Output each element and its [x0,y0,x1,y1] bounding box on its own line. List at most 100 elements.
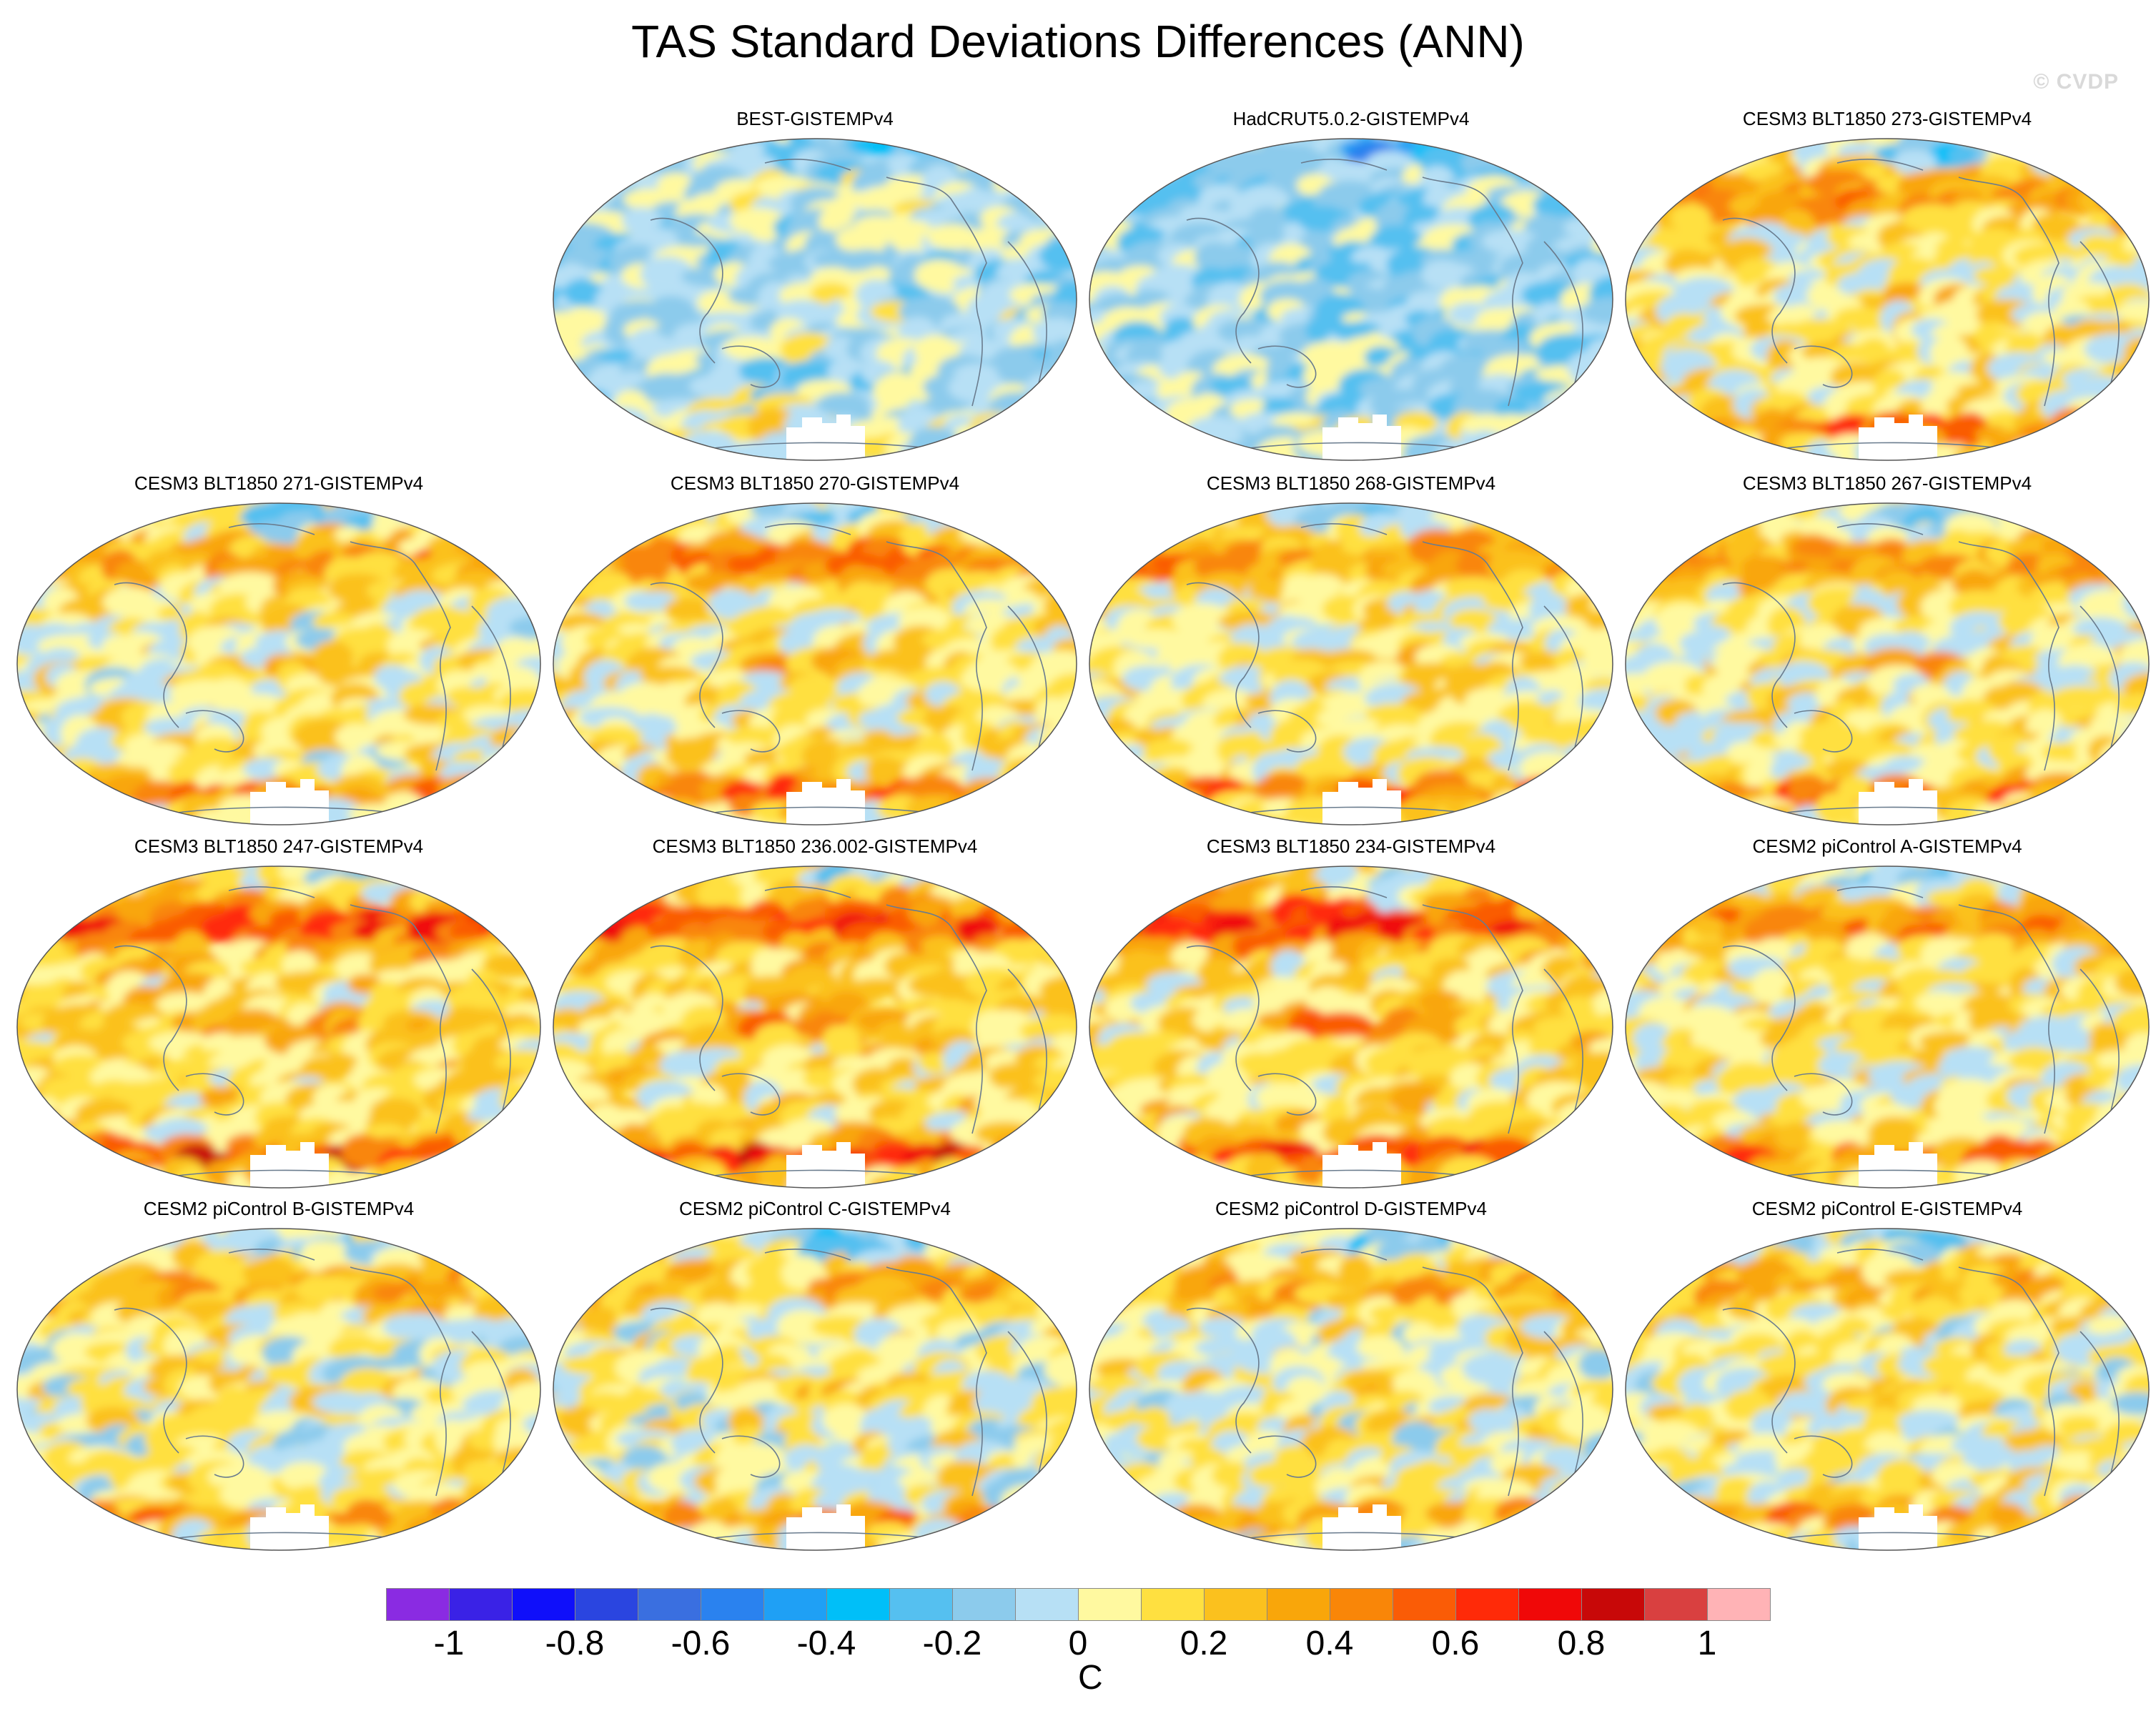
field-cell [2097,139,2137,148]
coastline [1186,582,1260,728]
field-cell [2107,541,2149,567]
field-cell [633,866,698,888]
field-cell [1109,147,1151,178]
field-cell [498,1166,540,1188]
field-cell [553,1148,600,1169]
field-cell [31,770,71,804]
coastline [228,886,315,898]
map-border [1625,138,2150,461]
field-cell [511,539,540,563]
field-cell [1661,162,1711,186]
field-cell [1026,503,1077,505]
field-cell [1030,770,1077,791]
field-cell [498,866,540,889]
field-cell [953,798,1011,825]
field-cell [969,866,1008,898]
field-cell [1121,804,1157,825]
field-cell [1715,803,1763,825]
field-cell [17,1122,44,1151]
field-cell [1004,1131,1059,1162]
field-cell [1089,769,1114,800]
field-cell [2030,503,2074,534]
field-cell [585,866,628,896]
field-cell [1089,791,1129,811]
field-cell [1132,139,1190,158]
map-field [1625,138,2150,461]
field-cell [1109,171,1149,202]
map-panel: CESM3 BLT1850 247-GISTEMPv4 [14,835,543,1199]
field-cell [1541,866,1594,894]
field-cell [81,503,130,505]
field-cell [62,510,125,532]
field-cell [2014,499,2065,500]
field-cell [498,503,540,522]
field-cell [1721,503,1765,520]
field-cell [1656,144,1698,169]
field-cell [1027,172,1063,202]
field-cell [17,866,54,903]
field-cell [1091,904,1135,942]
field-cell [474,1119,528,1149]
field-cell [72,866,112,874]
field-cell [2040,390,2092,422]
coastline [1422,177,1523,407]
field-cell [1626,754,1681,790]
field-cell [1559,174,1613,200]
field-cell [17,505,36,539]
coastline [1794,710,1853,753]
field-cell [1626,139,1681,166]
field-cell [1626,551,1659,586]
field-cell [382,866,433,883]
field-cell [1166,866,1220,875]
field-cell [1152,503,1215,508]
field-cell [1041,172,1077,194]
field-cell [1132,139,1176,168]
coastline [650,217,723,364]
field-cell [520,1119,540,1148]
field-cell [480,866,524,882]
field-cell [17,1160,56,1188]
field-cell [1039,413,1077,440]
field-cell [1667,503,1706,510]
field-cell [524,1146,540,1169]
field-cell [553,426,596,458]
field-cell [997,901,1032,924]
field-cell [493,535,540,569]
field-cell [676,503,731,514]
field-cell [1582,503,1613,533]
field-cell [1146,866,1205,879]
coastline [1007,241,1047,392]
field-cell [1053,533,1077,571]
field-cell [1511,521,1563,543]
field-cell [485,773,528,809]
field-cell [402,804,443,825]
field-cell [1596,389,1613,419]
field-cell [650,1167,703,1188]
field-cell [1039,515,1077,537]
field-cell [1719,440,1771,460]
map-field [16,502,541,825]
field-cell [48,522,95,548]
field-cell [553,1164,595,1188]
field-cell [355,503,405,509]
field-cell [1016,898,1060,926]
field-cell [2077,531,2125,554]
field-cell [42,1138,105,1175]
field-cell [1011,916,1067,940]
field-cell [17,535,73,557]
field-cell [1627,503,1691,505]
field-cell [457,503,491,518]
field-cell [2097,796,2133,816]
field-cell [1626,437,1642,460]
field-cell [1032,890,1077,910]
field-cell [1569,885,1613,910]
field-cell [2105,153,2147,185]
field-cell [1695,448,1731,460]
panel-title: CESM3 BLT1850 267-GISTEMPv4 [1742,472,2032,494]
field-cell [1513,875,1564,896]
field-cell [985,797,1026,820]
field-cell [510,790,540,823]
field-cell [1626,503,1661,528]
field-cell [1052,797,1077,825]
field-cell [17,866,49,894]
